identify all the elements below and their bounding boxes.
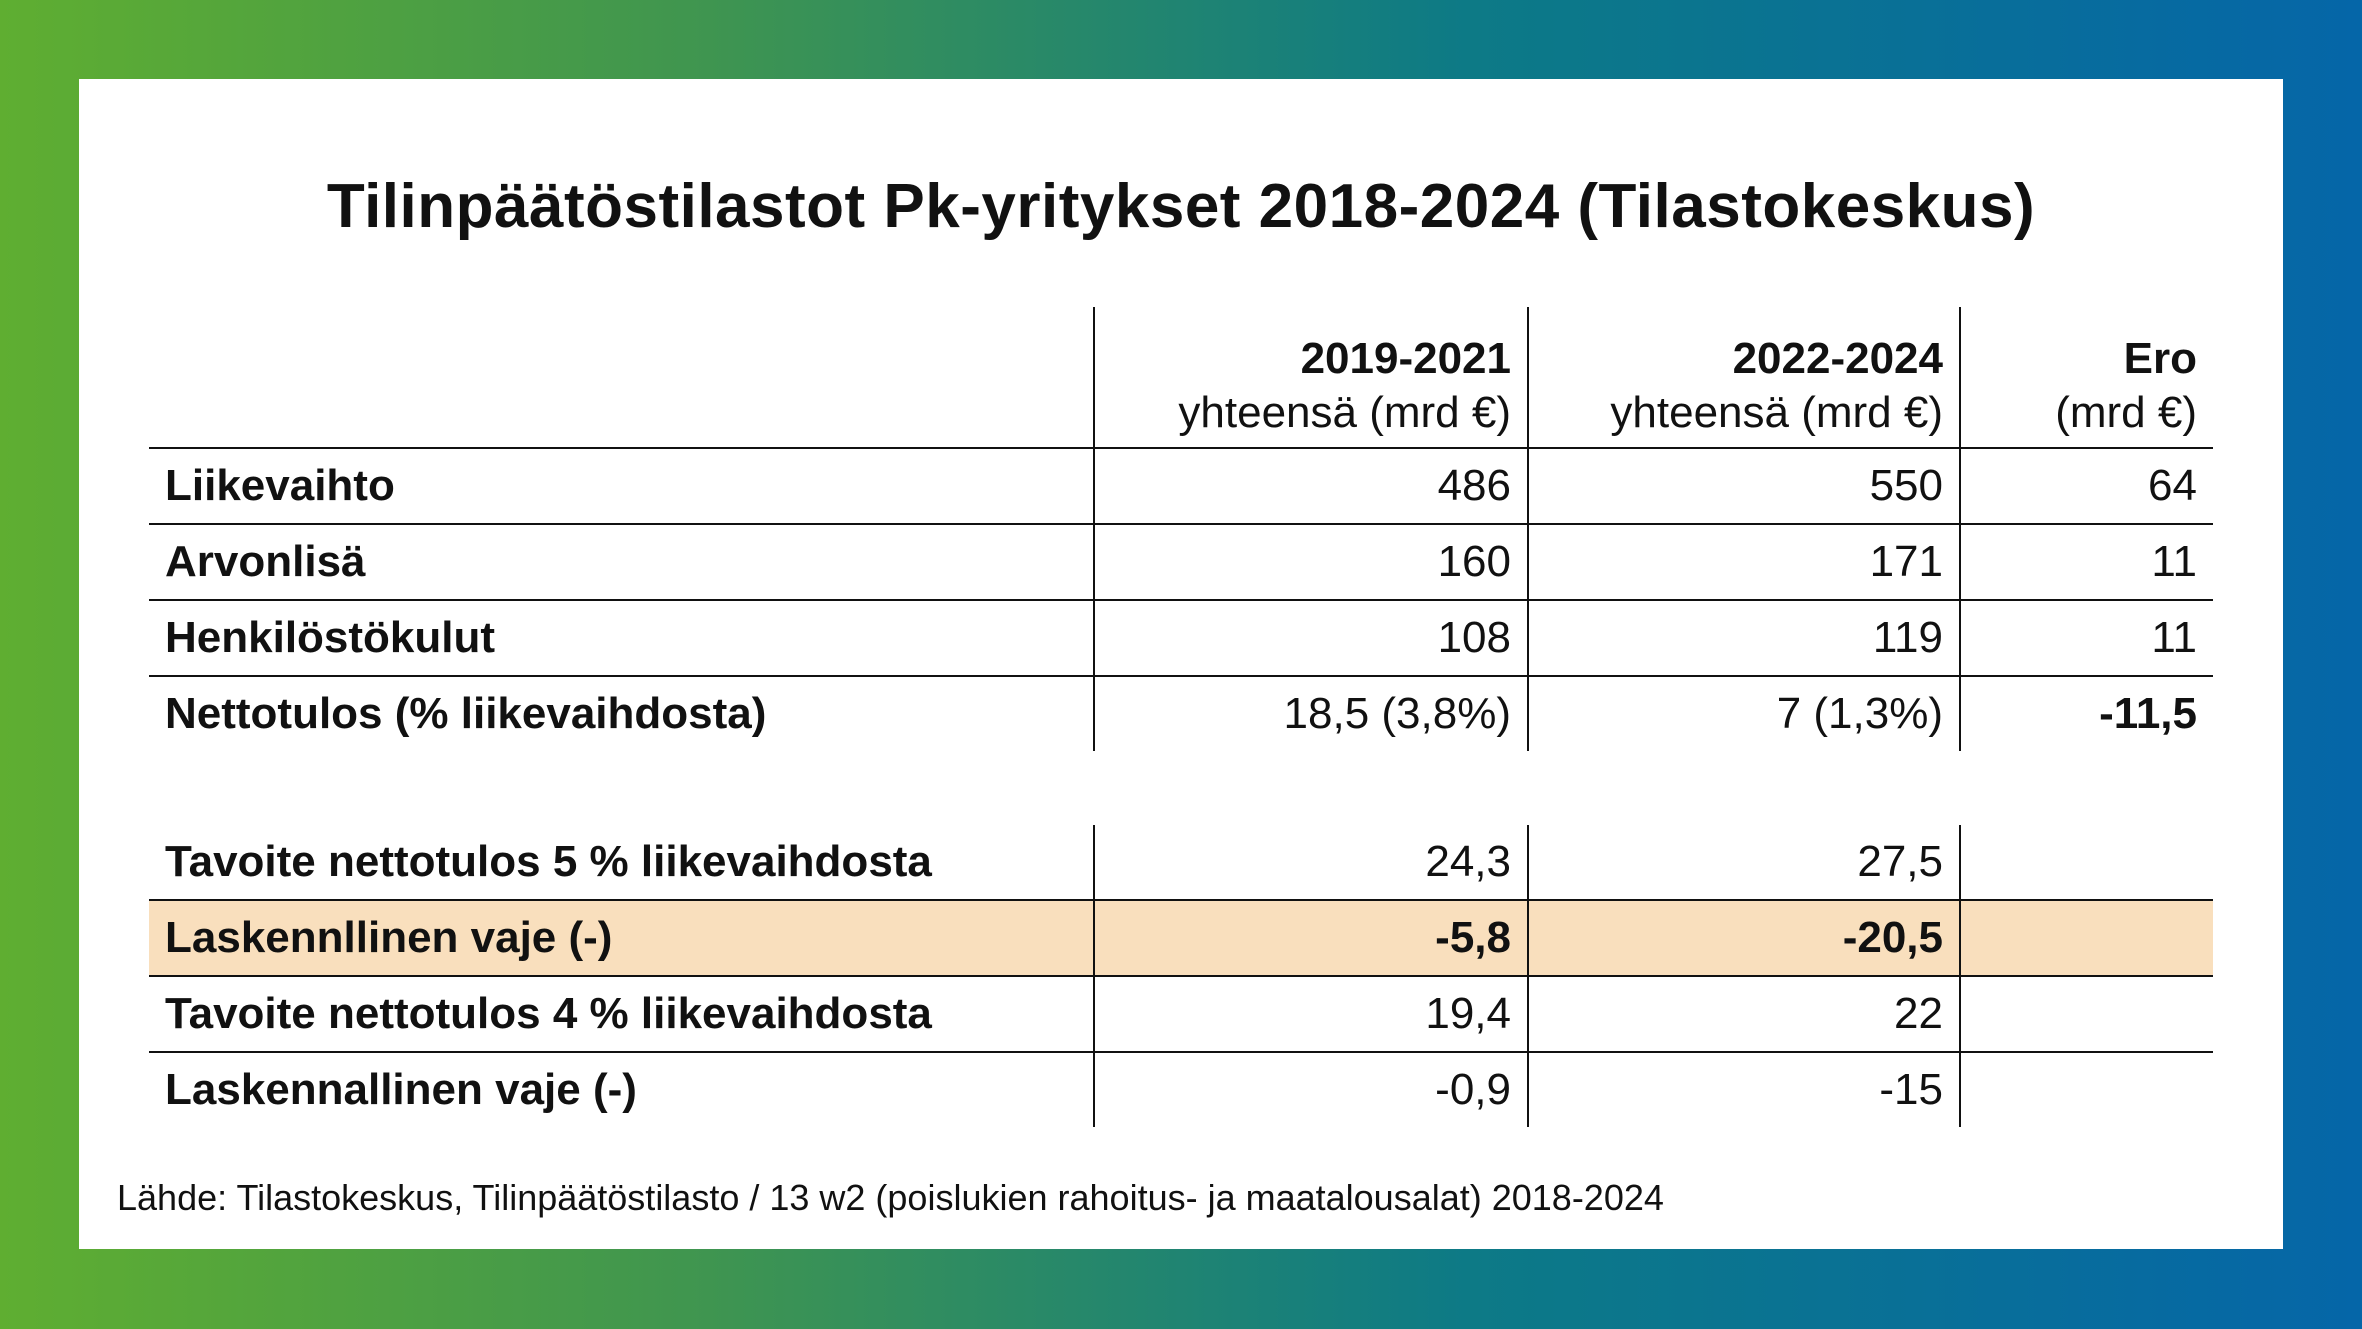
row-value-period-2: 119 bbox=[1527, 599, 1960, 676]
header-period-1: 2019-2021 yhteensä (mrd €) bbox=[1093, 307, 1528, 448]
source-note: Lähde: Tilastokeskus, Tilinpäätöstilasto… bbox=[117, 1177, 1664, 1218]
row-value-period-2: 27,5 bbox=[1527, 825, 1960, 900]
row-value-period-1: 18,5 (3,8%) bbox=[1093, 675, 1528, 751]
row-value-period-1: -0,9 bbox=[1093, 1051, 1528, 1127]
row-value-difference: 11 bbox=[1959, 599, 2213, 676]
header-period-2-unit: yhteensä (mrd €) bbox=[1610, 388, 1943, 437]
row-value-period-2: -15 bbox=[1527, 1051, 1960, 1127]
table-row: Liikevaihto 486 550 64 bbox=[149, 447, 2213, 524]
header-period-2-years: 2022-2024 bbox=[1732, 334, 1943, 383]
table-row: Tavoite nettotulos 5 % liikevaihdosta 24… bbox=[149, 825, 2213, 900]
row-label: Arvonlisä bbox=[149, 523, 1094, 600]
header-period-2: 2022-2024 yhteensä (mrd €) bbox=[1527, 307, 1960, 448]
row-label: Henkilöstökulut bbox=[149, 599, 1094, 676]
row-value-period-1: -5,8 bbox=[1093, 899, 1528, 976]
row-value-period-1: 19,4 bbox=[1093, 975, 1528, 1052]
row-label: Liikevaihto bbox=[149, 447, 1094, 524]
header-empty-cell bbox=[149, 307, 1094, 448]
row-value-period-1: 486 bbox=[1093, 447, 1528, 524]
row-value-period-2: 22 bbox=[1527, 975, 1960, 1052]
row-value-period-1: 108 bbox=[1093, 599, 1528, 676]
table-header-row: 2019-2021 yhteensä (mrd €) 2022-2024 yht… bbox=[149, 307, 2213, 448]
table-row: Nettotulos (% liikevaihdosta) 18,5 (3,8%… bbox=[149, 675, 2213, 751]
row-label: Laskennallinen vaje (-) bbox=[149, 1051, 1094, 1127]
row-value-difference: -11,5 bbox=[1959, 675, 2213, 751]
header-difference-title: Ero bbox=[2123, 334, 2197, 383]
table-row: Laskennallinen vaje (-) -0,9 -15 bbox=[149, 1051, 2213, 1127]
row-value-period-1: 24,3 bbox=[1093, 825, 1528, 900]
row-label: Laskennllinen vaje (-) bbox=[149, 899, 1094, 976]
row-value-difference: 64 bbox=[1959, 447, 2213, 524]
row-value-difference bbox=[1959, 1051, 2213, 1127]
table-row-highlighted: Laskennllinen vaje (-) -5,8 -20,5 bbox=[149, 899, 2213, 976]
header-difference: Ero (mrd €) bbox=[1959, 307, 2213, 448]
row-value-difference bbox=[1959, 975, 2213, 1052]
row-label: Tavoite nettotulos 4 % liikevaihdosta bbox=[149, 975, 1094, 1052]
page-title: Tilinpäätöstilastot Pk-yritykset 2018-20… bbox=[326, 172, 2036, 241]
row-value-difference bbox=[1959, 899, 2213, 976]
table-row: Tavoite nettotulos 4 % liikevaihdosta 19… bbox=[149, 975, 2213, 1052]
row-value-difference: 11 bbox=[1959, 523, 2213, 600]
row-label: Nettotulos (% liikevaihdosta) bbox=[149, 675, 1094, 751]
row-value-period-2: 7 (1,3%) bbox=[1527, 675, 1960, 751]
header-period-1-unit: yhteensä (mrd €) bbox=[1178, 388, 1511, 437]
table-spacer-row bbox=[149, 751, 2213, 825]
row-value-period-2: -20,5 bbox=[1527, 899, 1960, 976]
table-row: Henkilöstökulut 108 119 11 bbox=[149, 599, 2213, 676]
row-value-period-2: 171 bbox=[1527, 523, 1960, 600]
row-value-period-1: 160 bbox=[1093, 523, 1528, 600]
row-value-period-2: 550 bbox=[1527, 447, 1960, 524]
row-label: Tavoite nettotulos 5 % liikevaihdosta bbox=[165, 837, 932, 886]
header-difference-unit: (mrd €) bbox=[2055, 388, 2197, 437]
header-period-1-years: 2019-2021 bbox=[1300, 334, 1511, 383]
table-row: Arvonlisä 160 171 11 bbox=[149, 523, 2213, 600]
infographic-card: Tilinpäätöstilastot Pk-yritykset 2018-20… bbox=[79, 79, 2283, 1249]
statistics-table: 2019-2021 yhteensä (mrd €) 2022-2024 yht… bbox=[149, 307, 2213, 1127]
row-value-difference bbox=[1959, 825, 2213, 900]
